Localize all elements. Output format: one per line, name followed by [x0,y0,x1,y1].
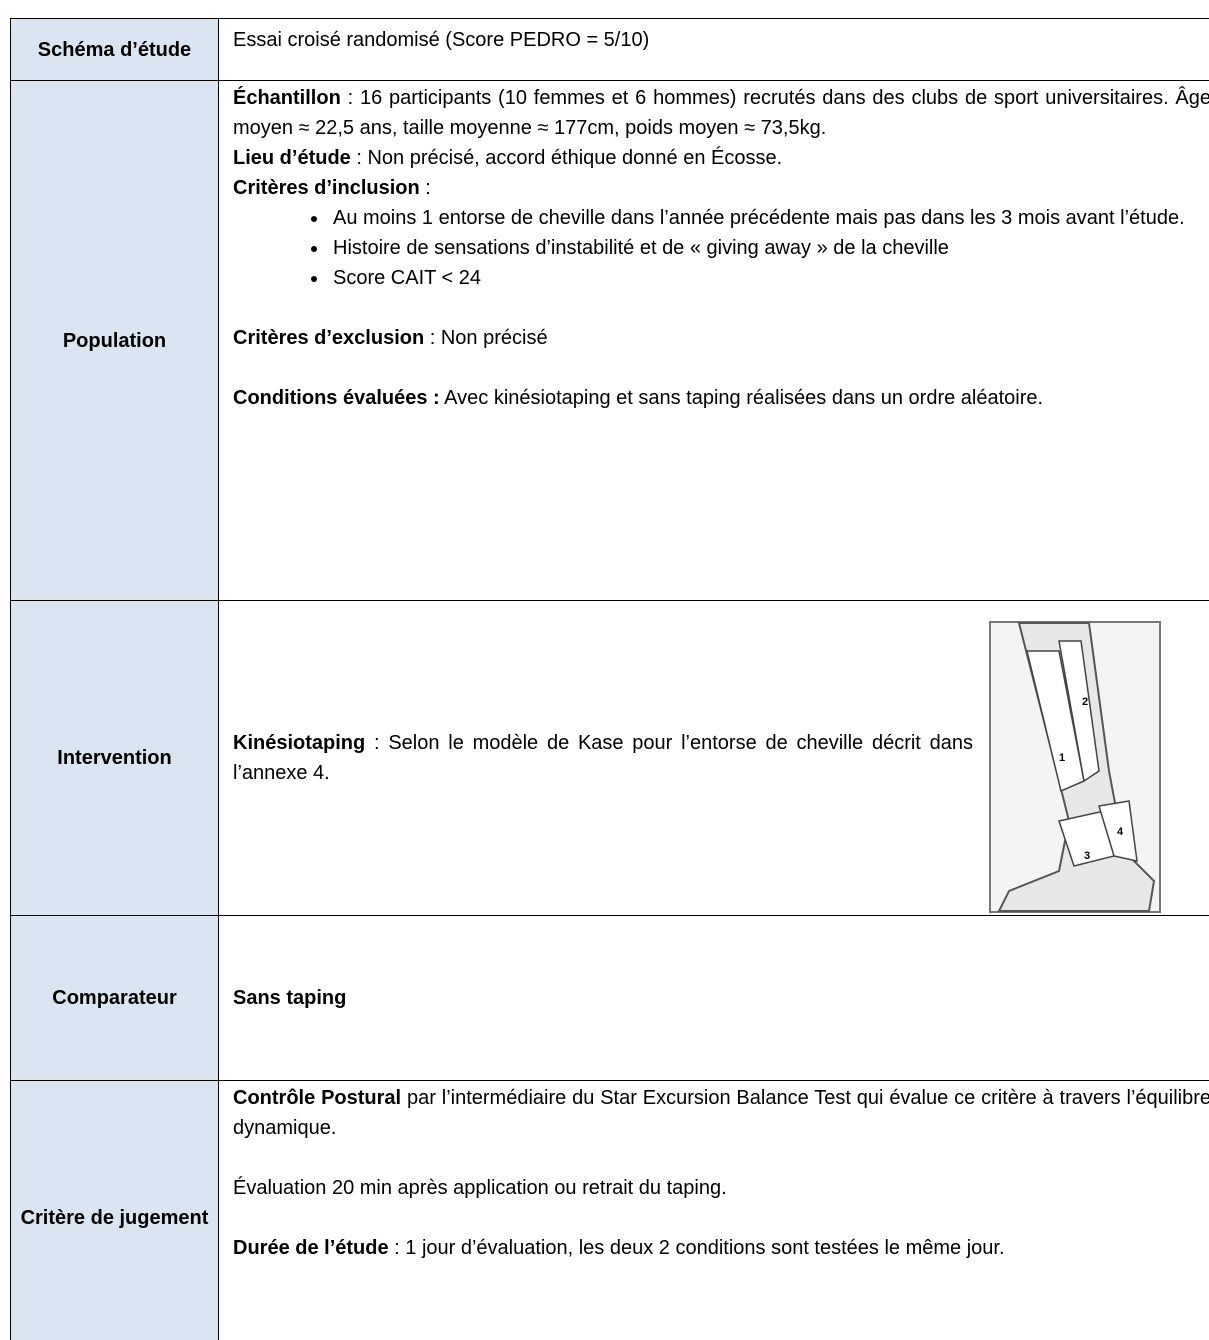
paragraph: Lieu d’étude : Non précisé, accord éthiq… [233,143,1209,173]
row: Schéma d’étude Essai croisé randomisé (S… [10,18,1209,81]
row-header: Critère de jugement [10,1080,219,1340]
paragraph: Critères d’exclusion : Non précisé [233,323,1209,353]
row-content: Kinésiotaping : Selon le modèle de Kase … [218,600,1209,916]
label: Lieu d’étude [233,147,351,169]
row: Population Échantillon : 16 participants… [10,80,1209,601]
paragraph: Conditions évaluées : Avec kinésiotaping… [233,383,1209,413]
paragraph: Durée de l’étude : 1 jour d’évaluation, … [233,1233,1209,1263]
bullet: Score CAIT < 24 [329,263,1209,293]
row-header: Schéma d’étude [10,18,219,81]
label: Échantillon [233,87,341,109]
text: Essai croisé randomisé (Score PEDRO = 5/… [233,29,650,51]
row-header: Population [10,80,219,601]
row-header: Comparateur [10,915,219,1081]
text: : Non précisé [424,327,548,349]
text: : Non précisé, accord éthique donné en É… [350,147,783,169]
figure-label: 4 [1117,826,1124,838]
label: Kinésiotaping [233,732,366,754]
figure-label: 2 [1082,696,1088,708]
paragraph: Kinésiotaping : Selon le modèle de Kase … [233,728,973,788]
row-content: Essai croisé randomisé (Score PEDRO = 5/… [218,18,1209,81]
paragraph: Contrôle Postural par l’intermédiaire du… [233,1083,1209,1143]
label: Critères d’exclusion [233,327,425,349]
bullet: Histoire de sensations d’instabilité et … [329,233,1209,263]
text: : 16 participants (10 femmes et 6 hommes… [233,87,1209,139]
row-content: Échantillon : 16 participants (10 femmes… [218,80,1209,601]
label: Sans taping [233,987,347,1009]
paragraph: Échantillon : 16 participants (10 femmes… [233,83,1209,143]
text: par l’intermédiaire du Star Excursion Ba… [233,1087,1209,1139]
text: : [419,177,431,199]
row: Critère de jugement Contrôle Postural pa… [10,1080,1209,1340]
row: Comparateur Sans taping [10,915,1209,1081]
row-content: Sans taping [218,915,1209,1081]
row-content: Contrôle Postural par l’intermédiaire du… [218,1080,1209,1340]
label: Conditions évaluées : [233,387,440,409]
figure-label: 3 [1084,850,1090,862]
text: Évaluation 20 min après application ou r… [233,1177,727,1199]
text: : 1 jour d’évaluation, les deux 2 condit… [388,1237,1005,1259]
label: Durée de l’étude [233,1237,389,1259]
text: Avec kinésiotaping et sans taping réalis… [439,387,1044,409]
row: Intervention Kinésiotaping : Selon le mo… [10,600,1209,916]
study-table: Schéma d’étude Essai croisé randomisé (S… [10,18,1209,1340]
bullet: Au moins 1 entorse de cheville dans l’an… [329,203,1209,233]
row-header: Intervention [10,600,219,916]
paragraph: Sans taping [233,983,1209,1013]
paragraph: Évaluation 20 min après application ou r… [233,1173,1209,1203]
figure-label: 1 [1059,752,1065,764]
kinesiotaping-figure: 1 2 3 4 [989,621,1161,913]
label: Critères d’inclusion [233,177,420,199]
label: Contrôle Postural [233,1087,402,1109]
text: : Selon le modèle de Kase pour l’entorse… [233,732,973,784]
bullet-list: Au moins 1 entorse de cheville dans l’an… [233,203,1209,293]
paragraph: Critères d’inclusion : [233,173,1209,203]
